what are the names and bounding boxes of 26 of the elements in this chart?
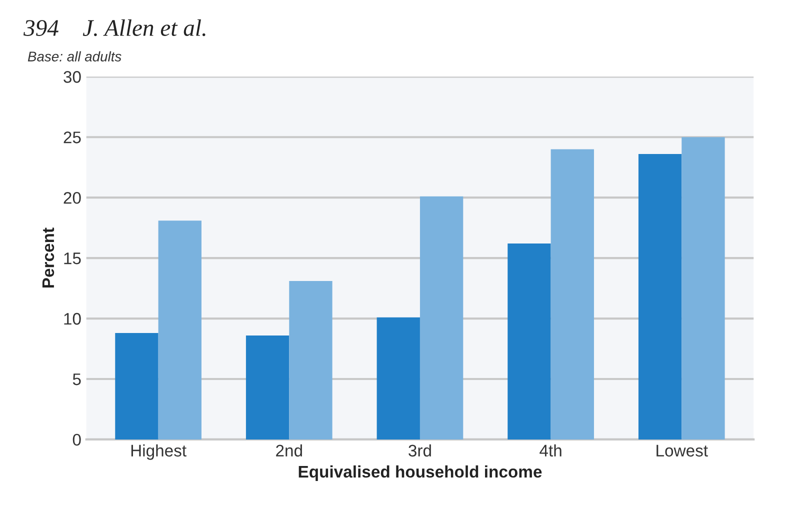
chart-subtitle: Base: all adults (28, 51, 122, 62)
y-tick-label: 15 (64, 252, 81, 264)
bar (289, 281, 332, 440)
x-tick-label: 2nd (276, 444, 302, 457)
bar (115, 333, 158, 440)
y-tick-label: 25 (64, 132, 81, 144)
bar (638, 154, 682, 440)
y-tick-label: 5 (72, 374, 81, 386)
bar (550, 149, 594, 440)
x-tick-label: Highest (131, 444, 186, 460)
x-tick-label: 4th (540, 444, 562, 457)
bar (376, 317, 420, 440)
bar (508, 244, 551, 440)
y-tick-label: 20 (64, 192, 81, 204)
bar (420, 196, 464, 440)
x-tick-label: 3rd (408, 444, 431, 457)
x-axis-title: Equivalised household income (298, 465, 542, 481)
y-tick-label: 30 (64, 71, 81, 83)
text: 394 J. Allen et al. (24, 19, 206, 36)
y-tick-label: 10 (64, 312, 81, 325)
y-axis-title: Percent (42, 228, 54, 288)
y-tick-label: 0 (72, 434, 81, 446)
bar (682, 137, 725, 440)
x-tick-label: Lowest (656, 444, 708, 457)
bar (246, 335, 290, 440)
bar (158, 220, 202, 440)
